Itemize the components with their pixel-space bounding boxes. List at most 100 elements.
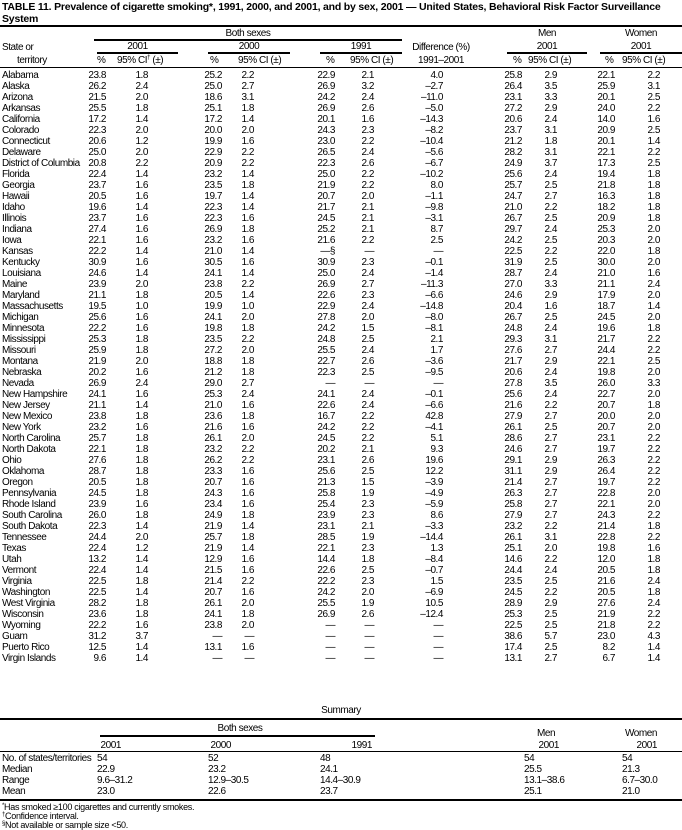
- cell-difference: –8.2: [425, 125, 443, 136]
- cell-difference: –11.0: [420, 92, 443, 103]
- summary-women: Women: [625, 728, 658, 739]
- cell-ci-1991: 2.3: [361, 125, 374, 136]
- cell-ci-women: 2.2: [647, 147, 660, 158]
- cell-ci-women: 2.0: [647, 224, 660, 235]
- summary-value: 54: [97, 753, 108, 764]
- cell-pct-2000: 22.3: [204, 213, 222, 224]
- cell-ci-1991: 2.6: [361, 356, 374, 367]
- cell-pct-women: 20.9: [597, 213, 615, 224]
- cell-pct-women: 24.5: [597, 312, 615, 323]
- cell-pct-women: 22.1: [597, 499, 615, 510]
- cell-ci-2001: 2.4: [135, 378, 148, 389]
- cell-ci-1991: 2.2: [361, 422, 374, 433]
- cell-ci-women: 2.2: [647, 345, 660, 356]
- cell-difference: –4.1: [425, 422, 443, 433]
- cell-pct-1991: 24.2: [317, 422, 335, 433]
- cell-pct-men: 25.8: [504, 499, 522, 510]
- cell-pct-2001: 31.2: [88, 631, 106, 642]
- cell-pct-2000: 26.2: [204, 455, 222, 466]
- cell-pct-women: 20.9: [597, 125, 615, 136]
- cell-pct-women: 20.7: [597, 400, 615, 411]
- cell-ci-women: 2.5: [647, 125, 660, 136]
- table-row: Hawaii 20.5 1.6 19.7 1.4 20.7 2.0 –1.1 24.7 2.7 16…: [0, 191, 682, 202]
- cell-pct-2001: 23.8: [88, 411, 106, 422]
- table-row: Washington 22.5 1.4 20.7 1.6 24.2 2.0 –6.9 24.5 2…: [0, 587, 682, 598]
- cell-pct-2001: 20.5: [88, 477, 106, 488]
- cell-ci-2000: 1.6: [241, 642, 254, 653]
- cell-difference: –0.1: [425, 257, 443, 268]
- cell-ci-women: 2.0: [647, 257, 660, 268]
- cell-pct-1991: 21.3: [317, 477, 335, 488]
- cell-ci-women: 2.0: [647, 312, 660, 323]
- cell-pct-men: 27.8: [504, 378, 522, 389]
- cell-ci-2000: 2.0: [241, 345, 254, 356]
- cell-pct-1991: 22.6: [317, 565, 335, 576]
- cell-pct-2000: 24.1: [204, 609, 222, 620]
- cell-pct-1991: 24.2: [317, 92, 335, 103]
- table-row: South Dakota 22.3 1.4 21.9 1.4 23.1 2.1 –3.3 23.…: [0, 521, 682, 532]
- cell-ci-2000: 2.2: [241, 70, 254, 81]
- cell-pct-2001: 23.7: [88, 180, 106, 191]
- cell-ci-2000: 1.8: [241, 367, 254, 378]
- cell-pct-1991: 22.9: [317, 301, 335, 312]
- cell-pct-women: 17.3: [597, 158, 615, 169]
- cell-state: Pennsylvania: [2, 488, 57, 499]
- header-state-line2: territory: [17, 55, 47, 66]
- cell-pct-2000: 17.2: [204, 114, 222, 125]
- cell-pct-1991: 16.7: [317, 411, 335, 422]
- cell-ci-men: 1.8: [544, 136, 557, 147]
- header-women: Women: [624, 28, 658, 39]
- cell-state: Kansas: [2, 246, 33, 257]
- footnote-text: Confidence interval.: [5, 811, 79, 821]
- cell-difference: –5.9: [425, 499, 443, 510]
- cell-pct-2000: 19.9: [204, 301, 222, 312]
- cell-ci-2000: 1.4: [241, 114, 254, 125]
- cell-pct-women: 19.8: [597, 367, 615, 378]
- cell-ci-men: 2.9: [544, 455, 557, 466]
- table-row: Vermont 22.4 1.4 21.5 1.6 22.6 2.5 –0.7 24.4 2.4 2…: [0, 565, 682, 576]
- cell-pct-women: 22.0: [597, 246, 615, 257]
- summary-row: Median 22.9 23.2 24.1 25.5 21.3: [0, 764, 682, 775]
- cell-state: Kentucky: [2, 257, 40, 268]
- cell-ci-men: 2.5: [544, 180, 557, 191]
- footnote-mark: *: [2, 803, 5, 809]
- cell-difference: 8.0: [430, 180, 443, 191]
- cell-pct-1991: 20.1: [317, 114, 335, 125]
- cell-pct-2001: 23.7: [88, 213, 106, 224]
- cell-pct-women: 25.3: [597, 224, 615, 235]
- cell-pct-1991: 20.2: [317, 444, 335, 455]
- cell-ci-2001: 1.6: [135, 224, 148, 235]
- header-1991: 1991: [350, 41, 372, 52]
- cell-pct-1991: 23.9: [317, 510, 335, 521]
- cell-state: Alaska: [2, 81, 30, 92]
- cell-ci-women: 1.8: [647, 323, 660, 334]
- cell-pct-men: 20.4: [504, 301, 522, 312]
- cell-ci-2000: 1.4: [241, 543, 254, 554]
- cell-ci-2001: 1.0: [135, 301, 148, 312]
- cell-pct-men: 21.4: [504, 477, 522, 488]
- cell-state: Florida: [2, 169, 30, 180]
- cell-pct-2000: 23.3: [204, 466, 222, 477]
- cell-ci-1991: 2.2: [361, 411, 374, 422]
- table-row: Maryland 21.1 1.8 20.5 1.4 22.6 2.3 –6.6 24.6 2.9…: [0, 290, 682, 301]
- cell-ci-men: 2.5: [544, 576, 557, 587]
- cell-pct-men: 29.1: [504, 455, 522, 466]
- cell-ci-2001: 1.4: [135, 587, 148, 598]
- table-row: California 17.2 1.4 17.2 1.4 20.1 1.6 –14.3 20.6…: [0, 114, 682, 125]
- summary-year: 2000: [210, 740, 232, 751]
- cell-pct-1991: 22.1: [317, 543, 335, 554]
- cell-pct-women: 19.7: [597, 477, 615, 488]
- cell-ci-2001: 1.6: [135, 257, 148, 268]
- cell-pct-2001: 22.4: [88, 565, 106, 576]
- cell-state: West Virginia: [2, 598, 55, 609]
- cell-difference: —: [433, 378, 443, 389]
- cell-pct-2000: 24.9: [204, 510, 222, 521]
- cell-pct-1991: 24.2: [317, 323, 335, 334]
- cell-difference: 2.5: [430, 235, 443, 246]
- table-row: South Carolina 26.0 1.8 24.9 1.8 23.9 2.3 8.6 27…: [0, 510, 682, 521]
- cell-state: Wisconsin: [2, 609, 44, 620]
- cell-ci-2001: 1.8: [135, 477, 148, 488]
- table-row: Tennessee 24.4 2.0 25.7 1.8 28.5 1.9 –14.4 26.1 3…: [0, 532, 682, 543]
- summary-title: Summary: [321, 705, 361, 716]
- cell-pct-1991: 22.2: [317, 576, 335, 587]
